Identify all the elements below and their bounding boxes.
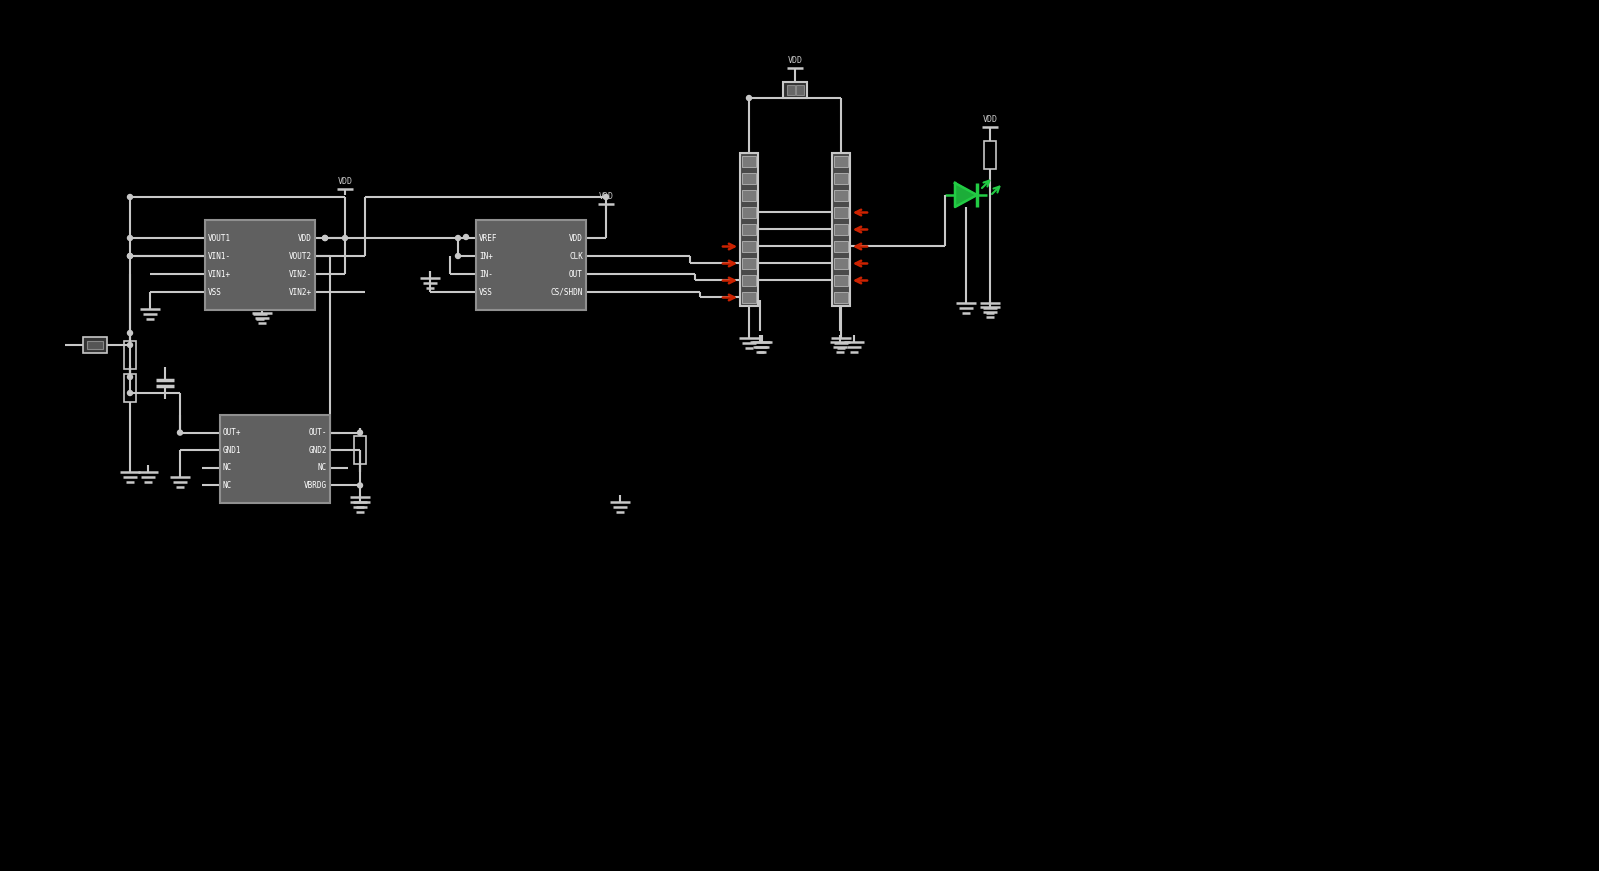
Circle shape: [128, 253, 133, 259]
Text: VIN1+: VIN1+: [208, 269, 232, 279]
Bar: [835, 224, 847, 235]
Bar: [835, 275, 847, 286]
Circle shape: [128, 235, 133, 240]
Bar: [742, 190, 756, 201]
Circle shape: [456, 253, 461, 259]
Bar: [835, 292, 847, 303]
Text: VDD: VDD: [569, 233, 584, 242]
Bar: [125, 374, 136, 402]
Text: VBRDG: VBRDG: [304, 481, 328, 490]
Circle shape: [128, 342, 133, 348]
Circle shape: [464, 234, 469, 240]
Text: GND2: GND2: [309, 446, 328, 455]
Text: VSS: VSS: [480, 287, 492, 296]
Bar: [83, 337, 107, 353]
Bar: [353, 436, 366, 464]
Circle shape: [358, 430, 363, 436]
Bar: [740, 153, 758, 306]
Text: VSS: VSS: [208, 287, 222, 296]
Text: VREF: VREF: [480, 233, 497, 242]
Bar: [205, 220, 315, 310]
Polygon shape: [955, 183, 977, 207]
Text: NC: NC: [222, 481, 232, 490]
Bar: [477, 220, 585, 310]
Text: VIN1-: VIN1-: [208, 252, 232, 260]
Circle shape: [128, 194, 133, 199]
Bar: [221, 415, 329, 503]
Circle shape: [323, 235, 328, 240]
Circle shape: [603, 194, 609, 199]
Text: IN+: IN+: [480, 252, 492, 260]
Circle shape: [358, 483, 363, 488]
Text: NC: NC: [222, 463, 232, 472]
Bar: [742, 292, 756, 303]
Text: NC: NC: [318, 463, 328, 472]
Bar: [742, 156, 756, 167]
Circle shape: [323, 235, 328, 240]
Circle shape: [128, 390, 133, 395]
Bar: [742, 275, 756, 286]
Bar: [835, 258, 847, 269]
Text: VIN2-: VIN2-: [289, 269, 312, 279]
Bar: [86, 341, 102, 349]
Bar: [742, 258, 756, 269]
Bar: [742, 207, 756, 218]
Circle shape: [128, 253, 133, 259]
Bar: [742, 173, 756, 184]
Text: OUT: OUT: [569, 269, 584, 279]
Text: VDD: VDD: [787, 56, 803, 65]
Text: GND1: GND1: [222, 446, 241, 455]
Text: VIN2+: VIN2+: [289, 287, 312, 296]
Text: OUT-: OUT-: [309, 429, 328, 437]
Text: IN-: IN-: [480, 269, 492, 279]
Circle shape: [177, 430, 182, 436]
Text: VOUT2: VOUT2: [289, 252, 312, 260]
Circle shape: [342, 235, 347, 240]
Bar: [835, 207, 847, 218]
Bar: [835, 241, 847, 252]
Bar: [784, 82, 807, 98]
Bar: [742, 224, 756, 235]
Bar: [983, 141, 996, 169]
Text: CS/SHDN: CS/SHDN: [550, 287, 584, 296]
Bar: [835, 173, 847, 184]
Text: VDD: VDD: [598, 192, 614, 201]
Circle shape: [128, 375, 133, 380]
Bar: [742, 241, 756, 252]
Text: VDD: VDD: [982, 115, 998, 124]
Bar: [831, 153, 851, 306]
Bar: [787, 85, 795, 95]
Circle shape: [747, 96, 752, 100]
Text: VOUT1: VOUT1: [208, 233, 232, 242]
Text: CLK: CLK: [569, 252, 584, 260]
Text: VDD: VDD: [297, 233, 312, 242]
Text: VDD: VDD: [337, 177, 352, 186]
Bar: [125, 341, 136, 369]
Bar: [835, 190, 847, 201]
Bar: [835, 156, 847, 167]
Bar: [796, 85, 804, 95]
Circle shape: [128, 330, 133, 335]
Text: OUT+: OUT+: [222, 429, 241, 437]
Circle shape: [456, 235, 461, 240]
